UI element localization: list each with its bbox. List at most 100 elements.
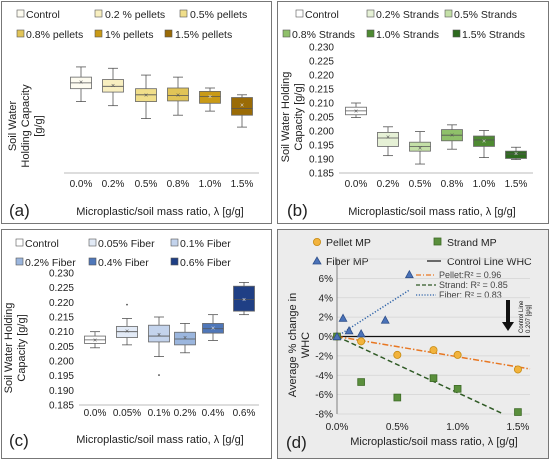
y-tick-b-9: 0.230	[309, 43, 334, 54]
legend-c-label-0: Control	[25, 238, 59, 250]
x-axis-label-c: Microplastic/soil mass ratio, λ [g/g]	[76, 434, 244, 446]
y-tick-b-5: 0.210	[309, 99, 334, 110]
mean-marker-a-0: ×	[79, 80, 83, 87]
mean-marker-b-0: ×	[354, 108, 358, 115]
y-tick-d-7: 6%	[319, 274, 334, 285]
y-tick-c-3: 0.200	[49, 357, 74, 368]
legend-b: Control 0.2% Strands 0.5% Strands 0.8% S…	[282, 9, 525, 41]
control-annotation-line-0: Control Line	[519, 300, 525, 333]
mean-marker-b-2: ×	[418, 145, 422, 152]
panel-c-frame	[1, 229, 272, 459]
x-tick-c-0: 0.0%	[84, 408, 107, 419]
y-axis-label-c: Soil Water Holding Capacity [g/g]	[3, 303, 28, 394]
x-tick-a-3: 0.8%	[167, 179, 190, 190]
box-body-a-1	[102, 79, 124, 93]
box-a-5: ×	[231, 94, 253, 128]
box-body-b-4	[473, 135, 495, 147]
legend-b-swatch-5	[452, 29, 461, 38]
legend-b-label-0: Control	[305, 9, 339, 21]
point-strand-5	[514, 408, 522, 416]
y-tick-d-1: -6%	[315, 390, 333, 401]
box-a-2: ×	[135, 74, 157, 119]
x-tick-d-0: 0.0%	[326, 422, 349, 433]
box-body-a-5	[231, 97, 253, 116]
x-tick-b-1: 0.2%	[377, 179, 400, 190]
y-tick-d-4: 0%	[319, 332, 334, 343]
plot-area-c: 0.185 0.190 0.195 0.200 0.205 0.210 0.215 0.220…	[49, 269, 259, 412]
y-tick-d-6: 4%	[319, 293, 334, 304]
fit-annotation-pellet: Pellet:R² = 0.96	[439, 270, 501, 280]
legend-c-label-4: 0.4% Fiber	[98, 257, 149, 269]
legend-b-swatch-0	[295, 9, 304, 18]
x-tick-a-2: 0.5%	[135, 179, 158, 190]
box-c-4: ×	[202, 314, 224, 341]
box-b-5: ×	[505, 146, 527, 160]
y-tick-c-1: 0.190	[49, 386, 74, 397]
box-c-2: ×	[148, 316, 170, 376]
fit-annotation-fiber: Fiber: R² = 0.83	[439, 290, 502, 300]
y-axis-label-c-line-0: Soil Water Holding	[3, 303, 15, 394]
legend-c-label-1: 0.05% Fiber	[98, 238, 155, 250]
y-axis-label-a-line-0: Soil Water	[7, 101, 19, 152]
legend-a-swatch-5	[164, 29, 173, 38]
plot-area-b: 0.185 0.190 0.195 0.200 0.205 0.210 0.215 0.220…	[309, 43, 533, 180]
panel-a: Control 0.2 % pellets 0.5% pellets 0.8% …	[7, 9, 259, 220]
control-arrow-head-icon	[502, 322, 514, 331]
y-tick-c-0: 0.185	[49, 401, 74, 412]
legend-c-label-3: 0.2% Fiber	[25, 257, 76, 269]
x-axis-label-a: Microplastic/soil mass ratio, λ [g/g]	[76, 206, 244, 218]
box-a-0: ×	[70, 66, 92, 102]
mean-marker-c-1: ×	[125, 329, 129, 336]
fit-annotations-d: Pellet:R² = 0.96 Strand: R² = 0.85 Fiber…	[416, 270, 508, 300]
x-axis-label-d: Microplastic/soil mass ratio, λ [g/g]	[350, 436, 518, 448]
y-tick-b-2: 0.195	[309, 141, 334, 152]
box-c-3: ×	[174, 323, 196, 354]
y-axis-label-a: Soil Water Holding Capacity [g/g]	[7, 84, 45, 168]
legend-a-swatch-3	[16, 29, 25, 38]
legend-d-label-3: Control Line WHC	[447, 256, 532, 268]
y-axis-label-b-line-1: Capacity [g/g]	[293, 83, 305, 150]
x-tick-d-1: 0.5%	[386, 422, 409, 433]
box-body-c-2	[148, 324, 170, 343]
legend-c-swatch-2	[170, 238, 179, 247]
mean-marker-a-5: ×	[240, 103, 244, 110]
box-body-c-4	[202, 323, 224, 334]
mean-marker-b-5: ×	[514, 151, 518, 158]
legend-b-label-4: 1.0% Strands	[376, 29, 439, 41]
mean-marker-a-3: ×	[176, 92, 180, 99]
legend-d-label-1: Strand MP	[447, 237, 497, 249]
y-axis-label-b: Soil Water Holding Capacity [g/g]	[280, 72, 305, 163]
x-tick-c-4: 0.4%	[202, 408, 225, 419]
legend-c-label-2: 0.1% Fiber	[180, 238, 231, 250]
legend-d-label-2: Fiber MP	[326, 256, 369, 268]
x-tick-b-3: 0.8%	[441, 179, 464, 190]
box-a-1: ×	[102, 67, 124, 107]
x-tick-c-5: 0.6%	[233, 408, 256, 419]
box-b-1: ×	[377, 126, 399, 157]
legend-d-marker-strand	[433, 237, 442, 246]
mean-marker-a-2: ×	[144, 92, 148, 99]
x-axis-label-b: Microplastic/soil mass ratio, λ [g/g]	[348, 206, 516, 218]
panel-d: Pellet MP Strand MP Fiber MP Control Lin…	[286, 237, 532, 452]
panel-label-a: (a)	[9, 201, 30, 220]
point-strand-1	[357, 378, 365, 386]
panel-d-frame	[277, 229, 549, 459]
legend-a-label-2: 0.5% pellets	[190, 9, 247, 21]
box-b-4: ×	[473, 130, 495, 159]
point-fiber-5	[404, 269, 414, 279]
panel-b-frame	[277, 1, 549, 224]
box-body-b-5	[505, 150, 527, 159]
x-tick-b-5: 1.5%	[505, 179, 528, 190]
x-tick-a-5: 1.5%	[231, 179, 254, 190]
x-tick-c-3: 0.2%	[174, 408, 197, 419]
legend-c-swatch-5	[170, 257, 179, 266]
legend-a-label-0: Control	[26, 9, 60, 21]
box-body-b-1	[377, 131, 399, 147]
y-tick-b-3: 0.200	[309, 127, 334, 138]
x-tick-a-0: 0.0%	[70, 179, 93, 190]
legend-a-swatch-2	[179, 9, 188, 18]
point-pellet-5	[513, 365, 522, 374]
y-tick-b-4: 0.205	[309, 113, 334, 124]
legend-d-label-0: Pellet MP	[326, 237, 371, 249]
panel-label-b: (b)	[287, 201, 308, 220]
